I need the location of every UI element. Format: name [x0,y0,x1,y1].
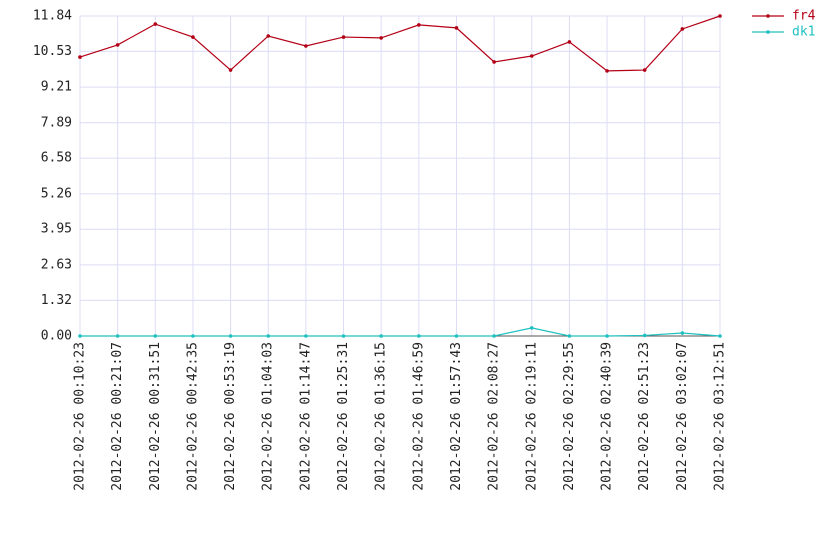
y-tick-label: 1.32 [41,293,72,308]
data-point [529,326,534,330]
x-tick-label: 2012-02-26 00:53:19 [223,342,238,491]
data-point [78,334,82,338]
data-point [191,334,195,338]
x-tick-label: 2012-02-26 02:08:27 [487,342,502,491]
data-point [266,334,271,338]
data-point [680,331,685,335]
data-point [605,334,609,338]
x-tick-label: 2012-02-26 01:57:43 [449,342,464,491]
data-point [642,333,647,338]
y-tick-label: 6.58 [41,151,72,166]
legend-dot [766,14,770,18]
data-point [417,334,421,338]
legend-label: fr4 [792,9,816,24]
data-point [529,54,534,58]
data-point [492,334,496,338]
data-point [379,36,383,40]
data-point [718,334,722,338]
x-tick-label: 2012-02-26 02:29:55 [562,342,577,491]
x-tick-label: 2012-02-26 00:42:35 [185,342,200,491]
y-tick-label: 10.53 [33,44,72,59]
x-tick-label: 2012-02-26 00:10:23 [73,342,88,491]
data-point [266,34,271,38]
x-tick-label: 2012-02-26 01:36:15 [374,342,389,491]
x-tick-label: 2012-02-26 03:12:51 [713,342,728,491]
series-line [80,327,721,337]
x-tick-label: 2012-02-26 01:14:47 [298,342,313,491]
data-point [642,68,647,72]
data-point [567,40,572,44]
x-tick-label: 2012-02-26 01:25:31 [336,342,351,491]
data-point [153,334,158,338]
x-tick-label: 2012-02-26 01:04:03 [261,342,276,491]
data-point [718,14,722,18]
y-tick-label: 7.89 [41,115,72,130]
data-point [115,43,120,47]
series-line [79,15,721,72]
y-tick-label: 5.26 [41,186,72,201]
legend-dot [766,30,770,34]
x-tick-label: 2012-02-26 02:51:23 [637,342,652,491]
data-point [304,334,308,338]
data-point [341,334,346,338]
data-point [228,68,233,72]
data-point [379,334,383,338]
x-tick-label: 2012-02-26 00:31:51 [148,342,163,491]
data-point [153,22,158,26]
data-point [115,334,120,338]
y-tick-label: 2.63 [41,257,72,272]
data-point [567,334,572,338]
data-point [341,35,346,39]
y-tick-label: 9.21 [41,80,72,95]
x-tick-label: 2012-02-26 00:21:07 [110,342,125,491]
x-tick-label: 2012-02-26 01:46:59 [411,342,426,491]
data-point [417,23,421,27]
x-tick-label: 2012-02-26 02:19:11 [524,342,539,491]
data-point [492,60,496,64]
data-point [454,26,459,30]
data-point [191,35,195,39]
data-point [228,334,233,338]
y-tick-label: 11.84 [33,9,72,24]
y-tick-label: 0.00 [41,329,72,344]
data-point [605,69,609,73]
data-point [78,55,82,59]
x-tick-label: 2012-02-26 02:40:39 [600,342,615,491]
legend-label: dk1 [792,25,815,40]
data-point [454,334,459,338]
data-point [680,27,685,31]
y-tick-label: 3.95 [41,222,72,237]
data-point [304,44,308,48]
x-tick-label: 2012-02-26 03:02:07 [675,342,690,491]
